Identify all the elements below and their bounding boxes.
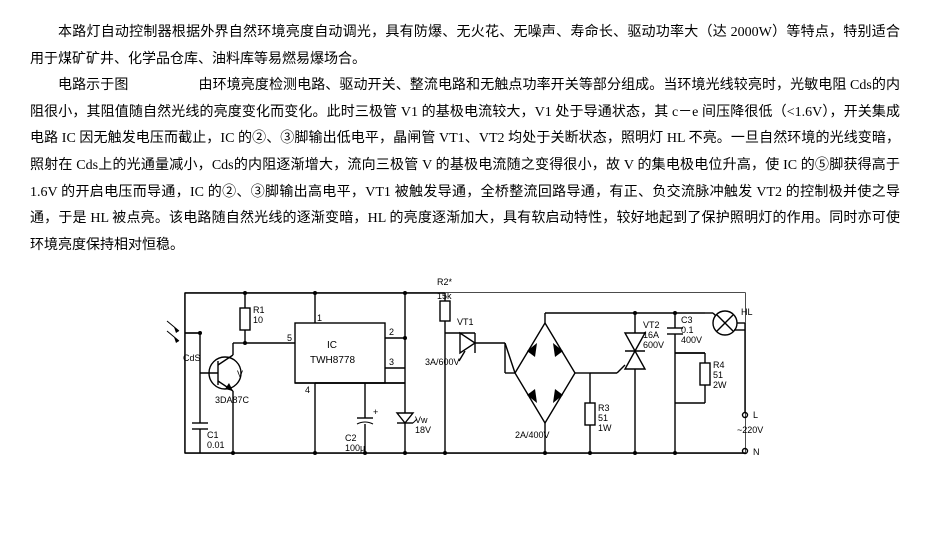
vt1-rating: 3A/600V: [425, 357, 460, 367]
ic-part: TWH8778: [310, 355, 355, 366]
r3-power: 1W: [598, 423, 612, 433]
r3-value: 51: [598, 413, 608, 423]
vw-value: 18V: [415, 425, 431, 435]
v-part: 3DA87C: [215, 395, 250, 405]
bridge-rating: 2A/400V: [515, 430, 550, 440]
hl-name: HL: [741, 307, 753, 317]
ic-name: IC: [327, 340, 337, 351]
ic-pin5: 5: [287, 333, 292, 343]
vt1-name: VT1: [457, 317, 474, 327]
c2-value: 100μ: [345, 443, 365, 453]
circuit-diagram: CdS R1 10 V 3DA87C C1 0.01: [30, 273, 900, 484]
ic-pin2: 2: [389, 327, 394, 337]
svg-text:+: +: [373, 407, 378, 417]
r2-name: R2*: [437, 277, 453, 287]
r4-value: 51: [713, 370, 723, 380]
r2-value: 15k: [437, 291, 452, 301]
ic-pin1: 1: [317, 313, 322, 323]
r3-name: R3: [598, 403, 610, 413]
vt2-rating: 16A: [643, 330, 659, 340]
paragraph-1: 本路灯自动控制器根据外界自然环境亮度自动调光，具有防爆、无火花、无噪声、寿命长、…: [30, 20, 900, 73]
c1-value: 0.01: [207, 440, 225, 450]
ac-n: N: [753, 447, 760, 457]
v-name: V: [237, 369, 243, 379]
r4-name: R4: [713, 360, 725, 370]
paragraph-2: 电路示于图由环境亮度检测电路、驱动开关、整流电路和无触点功率开关等部分组成。当环…: [30, 73, 900, 259]
cds-label: CdS: [183, 353, 201, 363]
c3-volt: 400V: [681, 335, 702, 345]
ic-pin4: 4: [305, 385, 310, 395]
c3-value: 0.1: [681, 325, 694, 335]
r4-power: 2W: [713, 380, 727, 390]
ic-pin3: 3: [389, 357, 394, 367]
c2-name: C2: [345, 433, 357, 443]
vw-name: Vw: [415, 415, 428, 425]
c1-name: C1: [207, 430, 219, 440]
r1-name: R1: [253, 305, 265, 315]
p2-body: 由环境亮度检测电路、驱动开关、整流电路和无触点功率开关等部分组成。当环境光线较亮…: [30, 78, 900, 253]
ac-volt: ~220V: [737, 425, 763, 435]
p2-lead: 电路示于图: [58, 78, 128, 93]
vt2-volt: 600V: [643, 340, 664, 350]
c3-name: C3: [681, 315, 693, 325]
ac-l: L: [753, 410, 758, 420]
r1-value: 10: [253, 315, 263, 325]
vt2-name: VT2: [643, 320, 660, 330]
